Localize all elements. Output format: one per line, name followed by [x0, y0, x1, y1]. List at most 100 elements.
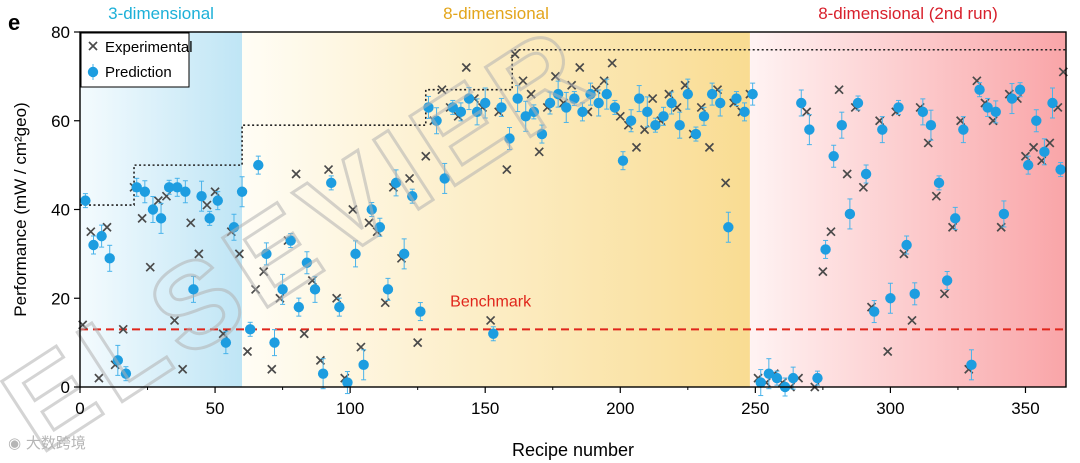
- x-tick-label: 50: [206, 399, 225, 418]
- experimental-point: [631, 142, 642, 152]
- prediction-point: [974, 82, 985, 98]
- prediction-point: [423, 95, 434, 119]
- prediction-point: [552, 80, 564, 108]
- prediction-point: [196, 180, 207, 212]
- experimental-point: [194, 249, 204, 259]
- prediction-point: [966, 349, 977, 381]
- experimental-point: [518, 76, 528, 86]
- x-tick-label: 150: [471, 399, 499, 418]
- prediction-point: [617, 151, 629, 171]
- benchmark-label: Benchmark: [450, 293, 532, 310]
- prediction-point: [358, 349, 369, 381]
- experimental-point: [94, 373, 104, 383]
- x-axis-label: Recipe number: [512, 440, 634, 460]
- experimental-point: [818, 267, 828, 277]
- prediction-point: [585, 82, 596, 106]
- prediction-point: [715, 89, 726, 117]
- experimental-point: [550, 71, 561, 81]
- prediction-point: [844, 198, 856, 230]
- prediction-point: [909, 282, 920, 306]
- prediction-point: [666, 91, 677, 115]
- prediction-point: [723, 211, 734, 243]
- prediction-point: [925, 109, 937, 141]
- prediction-point: [317, 358, 329, 390]
- prediction-point: [990, 100, 1001, 124]
- prediction-point: [690, 126, 702, 142]
- experimental-point: [137, 213, 147, 223]
- experimental-point: [486, 315, 496, 326]
- watermark-logo: ◉ 大数跨境: [8, 434, 86, 452]
- experimental-point: [615, 111, 625, 121]
- experimental-point: [826, 227, 836, 237]
- prediction-point: [334, 297, 345, 317]
- y-tick-label: 40: [51, 201, 70, 220]
- prediction-point: [285, 233, 296, 249]
- prediction-point: [382, 277, 394, 301]
- prediction-point: [261, 242, 272, 266]
- experimental-point: [534, 147, 544, 157]
- experimental-point: [145, 262, 155, 272]
- prediction-point: [244, 321, 256, 337]
- prediction-point: [771, 370, 783, 386]
- legend-box: [80, 32, 190, 88]
- prediction-point: [836, 111, 847, 139]
- prediction-point: [155, 202, 167, 234]
- prediction-point: [536, 124, 548, 144]
- prediction-point: [431, 107, 442, 135]
- prediction-point: [958, 116, 969, 144]
- prediction-point: [642, 96, 653, 128]
- legend-label-prediction: Prediction: [105, 64, 172, 81]
- prediction-point: [139, 180, 151, 204]
- experimental-point: [186, 218, 196, 228]
- prediction-point: [1047, 87, 1058, 119]
- y-tick-label: 20: [51, 289, 70, 308]
- legend-label-experimental: Experimental: [105, 39, 193, 56]
- prediction-point: [650, 117, 661, 133]
- experimental-point: [567, 80, 577, 90]
- region-label: 8-dimensional: [443, 4, 549, 23]
- experimental-point: [323, 164, 334, 175]
- prediction-point: [698, 106, 710, 126]
- experimental-point: [364, 218, 374, 228]
- prediction-point: [342, 371, 353, 395]
- x-tick-label: 200: [606, 399, 634, 418]
- prediction-point: [390, 169, 402, 197]
- prediction-point: [301, 251, 313, 275]
- x-tick-label: 250: [741, 399, 769, 418]
- prediction-point: [488, 326, 499, 342]
- prediction-point: [747, 82, 758, 106]
- experimental-point: [907, 315, 917, 326]
- region-label: 3-dimensional: [108, 4, 214, 23]
- experimental-point: [648, 93, 658, 104]
- experimental-point: [510, 49, 520, 59]
- y-axis-label: Performance (mW / cm²geo): [11, 102, 30, 316]
- prediction-point: [763, 358, 775, 390]
- prediction-point: [625, 109, 637, 133]
- prediction-point: [544, 91, 556, 115]
- prediction-point: [163, 179, 175, 195]
- prediction-point: [512, 85, 523, 113]
- prediction-point: [787, 366, 799, 390]
- prediction-point: [682, 78, 694, 110]
- prediction-point: [120, 366, 132, 382]
- experimental-point: [931, 191, 941, 201]
- prediction-point: [1031, 109, 1042, 133]
- experimental-point: [502, 164, 512, 175]
- prediction-point: [755, 369, 766, 397]
- prediction-point: [204, 210, 215, 226]
- prediction-point: [569, 91, 580, 107]
- experimental-point: [250, 284, 261, 294]
- prediction-point: [893, 99, 904, 115]
- prediction-point: [398, 238, 410, 270]
- prediction-point: [104, 244, 115, 272]
- x-tick-label: 300: [876, 399, 904, 418]
- experimental-point: [202, 200, 212, 210]
- prediction-point: [326, 175, 337, 191]
- prediction-point: [804, 114, 815, 146]
- experimental-point: [178, 364, 188, 374]
- prediction-point: [236, 176, 248, 208]
- experimental-point: [404, 173, 415, 184]
- prediction-point: [496, 97, 507, 117]
- experimental-point: [526, 89, 536, 99]
